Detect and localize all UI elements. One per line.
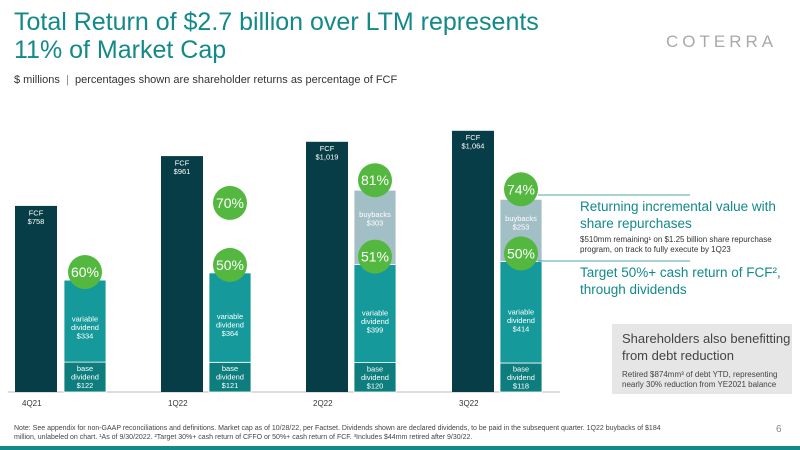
variable-dividend-bar bbox=[63, 279, 107, 363]
subtitle-separator: | bbox=[65, 74, 69, 86]
base-dividend-label: base bbox=[77, 364, 93, 373]
variable-dividend-label: dividend bbox=[71, 323, 99, 332]
dividend-pct-circle bbox=[213, 247, 247, 282]
dividend-pct-label: 60% bbox=[71, 264, 99, 280]
fcf-label: FCF bbox=[320, 144, 335, 153]
dividend-pct-circle bbox=[358, 239, 392, 274]
buybacks-callout-note: $510mm remaining¹ on $1.25 billion share… bbox=[580, 235, 772, 255]
fcf-bar bbox=[15, 205, 57, 392]
fcf-label: $961 bbox=[174, 167, 191, 176]
base-dividend-label: base bbox=[222, 364, 238, 373]
base-dividend-label: $120 bbox=[367, 381, 384, 390]
variable-dividend-label: variable bbox=[362, 309, 388, 318]
fcf-label: $1,064 bbox=[462, 142, 485, 151]
debt-box-text-line-1: Retired $874mm³ of debt YTD, representin… bbox=[622, 370, 778, 379]
debt-box-title: Shareholders also benefitting from debt … bbox=[622, 330, 790, 364]
fcf-label: FCF bbox=[29, 208, 44, 217]
debt-box-text: Retired $874mm³ of debt YTD, representin… bbox=[622, 370, 777, 390]
footnote-line-2: million, unlabeled on chart. ¹As of 9/30… bbox=[14, 434, 473, 441]
total-pct-label: 74% bbox=[507, 181, 535, 197]
variable-dividend-label: dividend bbox=[507, 316, 535, 325]
subtitle-units: $ millions bbox=[14, 74, 60, 86]
base-dividend-bar bbox=[499, 362, 543, 393]
variable-dividend-bar bbox=[353, 264, 397, 364]
subtitle: $ millions | percentages shown are share… bbox=[14, 74, 397, 86]
base-dividend-label: dividend bbox=[507, 373, 535, 382]
variable-dividend-bar bbox=[208, 272, 252, 363]
debt-box-text-line-2: nearly 30% reduction from YE2021 balance bbox=[622, 380, 777, 389]
footer-accent-bar bbox=[0, 446, 800, 450]
dividend-pct-circle bbox=[68, 255, 102, 290]
total-pct-circle bbox=[358, 163, 392, 198]
dividend-pct-circle bbox=[504, 236, 538, 271]
debt-box-title-line-2: from debt reduction bbox=[622, 348, 735, 363]
buybacks-callout-title-line-2: share repurchases bbox=[580, 216, 692, 231]
fcf-label: FCF bbox=[466, 133, 481, 142]
variable-dividend-label: variable bbox=[72, 315, 98, 324]
debt-reduction-box: Shareholders also benefitting from debt … bbox=[612, 324, 792, 394]
variable-dividend-label: variable bbox=[217, 312, 243, 321]
title-line-2: 11% of Market Cap bbox=[14, 36, 227, 64]
fcf-bar bbox=[452, 130, 494, 393]
dividend-callout-title-line-1: Target 50%+ cash return of FCF², bbox=[580, 265, 781, 280]
dividend-pct-label: 50% bbox=[507, 245, 535, 261]
total-pct-label: 70% bbox=[216, 195, 244, 211]
buybacks-label: buybacks bbox=[505, 214, 537, 223]
base-dividend-label: dividend bbox=[71, 373, 99, 382]
base-dividend-bar bbox=[63, 361, 107, 393]
x-tick-label: 2Q22 bbox=[313, 399, 333, 408]
footnote: Note: See appendix for non-GAAP reconcil… bbox=[14, 424, 734, 442]
company-logo: COTERRA bbox=[666, 32, 778, 51]
page-number: 6 bbox=[776, 424, 782, 435]
base-dividend-label: dividend bbox=[216, 373, 244, 382]
fcf-label: FCF bbox=[175, 158, 190, 167]
fcf-bar bbox=[306, 141, 348, 392]
base-dividend-label: base bbox=[367, 364, 383, 373]
variable-dividend-label: $399 bbox=[367, 326, 384, 335]
total-pct-circle bbox=[504, 172, 538, 207]
title-line-1: Total Return of $2.7 billion over LTM re… bbox=[14, 8, 539, 36]
buybacks-callout-title-line-1: Returning incremental value with bbox=[580, 199, 776, 214]
x-tick-label: 4Q21 bbox=[22, 399, 42, 408]
buybacks-callout-title: Returning incremental value with share r… bbox=[580, 198, 776, 232]
dividend-callout-title-line-2: through dividends bbox=[580, 282, 687, 297]
buybacks-label: $303 bbox=[367, 218, 384, 227]
base-dividend-label: $118 bbox=[513, 382, 529, 391]
buybacks-callout-note-line-1: $510mm remaining¹ on $1.25 billion share… bbox=[580, 235, 772, 244]
base-dividend-label: dividend bbox=[361, 373, 389, 382]
subtitle-note: percentages shown are shareholder return… bbox=[74, 74, 398, 86]
dividend-callout-title: Target 50%+ cash return of FCF², through… bbox=[580, 264, 781, 298]
page-title: Total Return of $2.7 billion over LTM re… bbox=[14, 8, 539, 64]
variable-dividend-label: $334 bbox=[77, 332, 94, 341]
debt-box-title-line-1: Shareholders also benefitting bbox=[622, 331, 791, 346]
buybacks-label: $253 bbox=[513, 223, 530, 232]
base-dividend-label: $122 bbox=[77, 381, 94, 390]
variable-dividend-label: $364 bbox=[222, 329, 239, 338]
fcf-label: $758 bbox=[28, 217, 45, 226]
base-dividend-label: $121 bbox=[222, 381, 239, 390]
total-pct-label: 81% bbox=[361, 172, 389, 188]
variable-dividend-label: variable bbox=[508, 307, 534, 316]
x-tick-label: 3Q22 bbox=[459, 399, 479, 408]
dividend-pct-label: 50% bbox=[216, 257, 244, 273]
buybacks-label: buybacks bbox=[359, 210, 391, 219]
dividend-pct-label: 51% bbox=[361, 249, 389, 265]
footnote-line-1: Note: See appendix for non-GAAP reconcil… bbox=[14, 425, 661, 432]
total-pct-circle bbox=[213, 185, 247, 220]
buybacks-callout-note-line-2: program, on track to fully execute by 1Q… bbox=[580, 245, 731, 254]
variable-dividend-label: dividend bbox=[216, 320, 244, 329]
variable-dividend-label: $414 bbox=[513, 324, 530, 333]
variable-dividend-label: dividend bbox=[361, 317, 389, 326]
base-dividend-bar bbox=[353, 362, 397, 393]
fcf-label: $1,019 bbox=[316, 153, 339, 162]
fcf-bar bbox=[161, 156, 203, 392]
x-tick-label: 1Q22 bbox=[168, 399, 188, 408]
variable-dividend-bar bbox=[499, 260, 543, 364]
base-dividend-label: base bbox=[513, 365, 529, 374]
